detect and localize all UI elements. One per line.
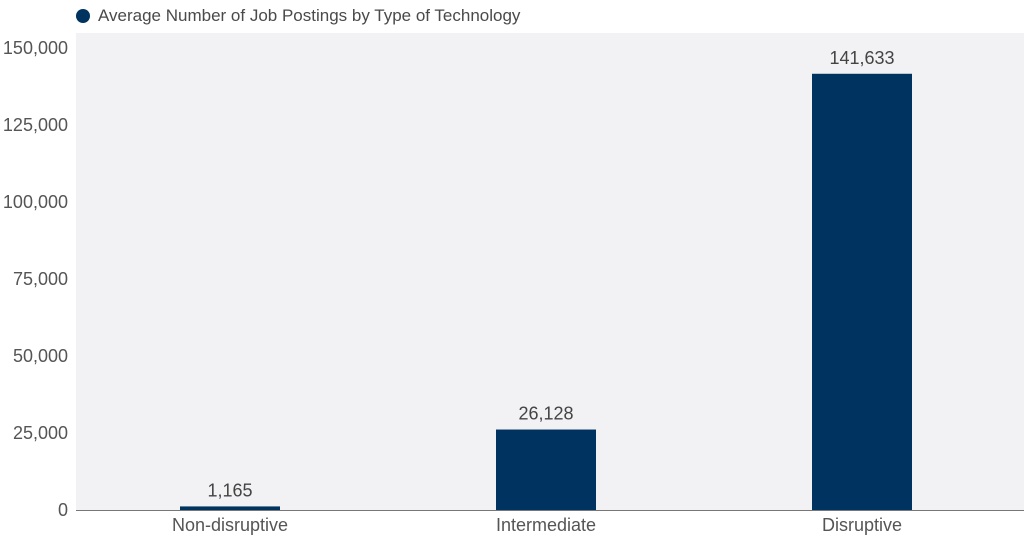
x-tick-label: Non-disruptive [172,515,288,535]
y-tick-label: 75,000 [13,269,68,289]
bar-disruptive [812,73,912,511]
y-tick-label: 50,000 [13,346,68,366]
y-tick-label: 0 [58,500,68,520]
y-tick-label: 100,000 [3,192,68,212]
y-tick-label: 150,000 [3,38,68,58]
legend: Average Number of Job Postings by Type o… [76,6,520,26]
x-tick-label: Intermediate [496,515,596,535]
bar-intermediate [496,429,596,510]
y-tick-label: 125,000 [3,115,68,135]
bar-non-disruptive [180,506,280,510]
bar-value-label: 26,128 [518,404,573,424]
legend-swatch-icon [76,9,90,23]
y-tick-label: 25,000 [13,423,68,443]
x-tick-label: Disruptive [822,515,902,535]
bar-value-label: 1,165 [207,480,252,500]
bar-value-label: 141,633 [829,48,894,68]
legend-label: Average Number of Job Postings by Type o… [98,6,521,25]
